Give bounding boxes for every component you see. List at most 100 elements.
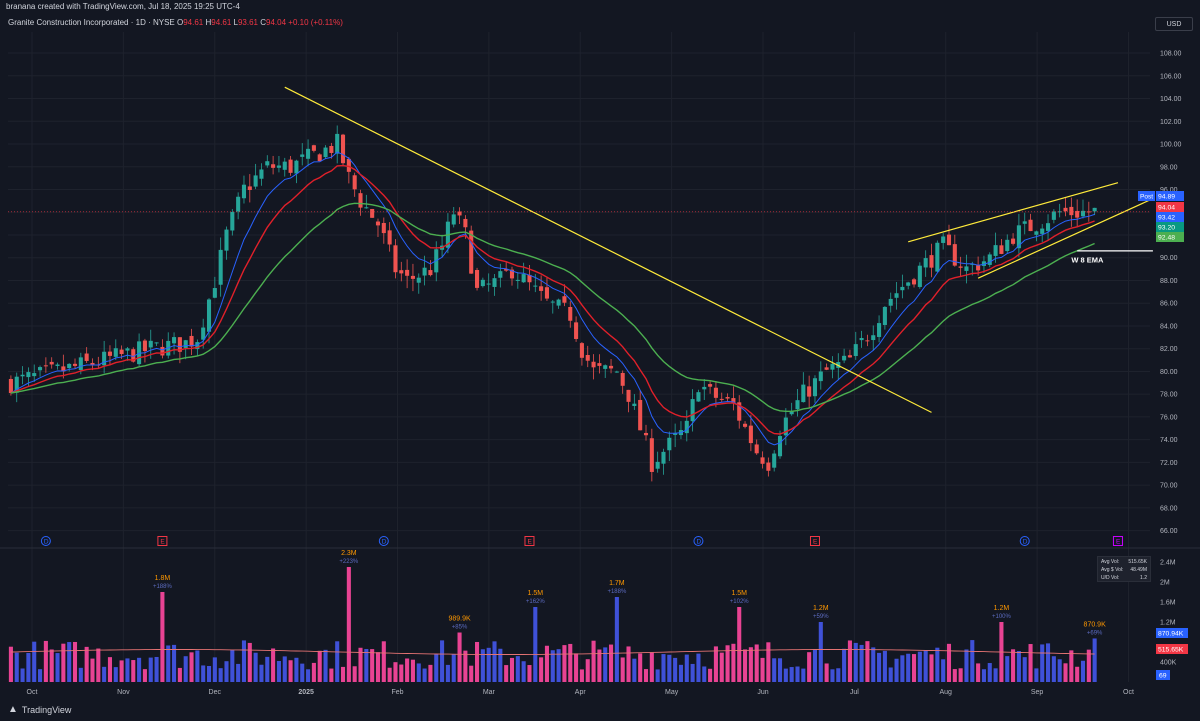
volume-bar bbox=[230, 649, 235, 682]
volume-bar bbox=[177, 667, 182, 682]
candle-body bbox=[218, 249, 223, 285]
event-marker-label: E bbox=[527, 539, 532, 546]
volume-bar bbox=[690, 663, 695, 682]
volume-bar bbox=[830, 669, 835, 682]
candle-body bbox=[154, 342, 159, 344]
volume-spike-value: 1.7M bbox=[609, 580, 625, 587]
event-marker-label: D bbox=[382, 539, 387, 546]
candle-body bbox=[987, 254, 992, 265]
candle-body bbox=[422, 267, 427, 276]
candle-body bbox=[131, 349, 136, 362]
volume-bar bbox=[486, 647, 491, 682]
candle-body bbox=[78, 357, 83, 370]
last-price-value: 93.42 bbox=[1158, 215, 1175, 222]
candle-body bbox=[113, 348, 118, 357]
last-price-tag bbox=[1156, 222, 1184, 232]
volume-bar bbox=[946, 643, 952, 682]
volume-bar bbox=[877, 652, 882, 682]
open-label: O bbox=[176, 18, 184, 27]
volume-last-value: 870.94K bbox=[1158, 631, 1184, 638]
candle-body bbox=[1016, 225, 1021, 249]
candle-body bbox=[824, 367, 829, 370]
time-tick-label: Mar bbox=[483, 689, 496, 696]
volume-bar bbox=[1011, 649, 1016, 682]
volume-bar bbox=[777, 658, 783, 682]
volume-bar bbox=[550, 650, 555, 682]
volume-bar bbox=[562, 645, 567, 682]
volume-bar bbox=[906, 653, 911, 682]
candle-body bbox=[189, 335, 194, 347]
volume-bar bbox=[533, 607, 538, 682]
dividend-icon bbox=[1019, 536, 1030, 546]
volume-bar bbox=[539, 657, 544, 682]
dividend-icon bbox=[693, 536, 704, 546]
price-tick-label: 86.00 bbox=[1160, 301, 1178, 308]
volume-bar bbox=[67, 642, 72, 682]
candle-body bbox=[1022, 221, 1027, 224]
volume-bar bbox=[457, 632, 462, 682]
volume-bar bbox=[929, 654, 934, 682]
price-chart[interactable]: W 8 EMA 108.00 106.00 104.00 102.00 100.00 98.… bbox=[0, 0, 1200, 700]
volume-bar bbox=[748, 647, 753, 682]
candle-body bbox=[288, 159, 293, 173]
candle-body bbox=[894, 293, 899, 298]
event-marker-label: D bbox=[696, 539, 701, 546]
candle-body bbox=[544, 287, 549, 299]
volume-bar bbox=[282, 656, 287, 682]
volume-bar bbox=[434, 654, 439, 682]
volume-bar bbox=[603, 647, 608, 682]
volume-bar bbox=[917, 651, 922, 682]
candle-body bbox=[1011, 238, 1016, 244]
candle-body bbox=[416, 277, 421, 283]
candle-body bbox=[463, 218, 468, 228]
candle-body bbox=[399, 270, 404, 274]
tradingview-logo[interactable]: ▲ TradingView bbox=[8, 704, 71, 715]
volume-bar bbox=[55, 653, 60, 682]
candle-body bbox=[492, 278, 497, 287]
candle-body bbox=[84, 353, 89, 361]
candle-body bbox=[253, 175, 258, 187]
candle-body bbox=[585, 355, 590, 361]
footer: ▲ TradingView bbox=[0, 700, 1200, 721]
volume-bar bbox=[96, 648, 101, 682]
price-tick-label: 76.00 bbox=[1160, 414, 1178, 421]
candle-body bbox=[946, 234, 952, 246]
event-marker-label: E bbox=[160, 539, 165, 546]
volume-bar bbox=[1016, 651, 1021, 682]
time-tick-label: Aug bbox=[940, 689, 953, 696]
candle-body bbox=[375, 221, 381, 226]
candle-body bbox=[539, 286, 544, 291]
candle-body bbox=[300, 154, 305, 157]
volume-bar bbox=[911, 654, 917, 682]
candle-body bbox=[882, 306, 887, 325]
volume-bar bbox=[160, 592, 165, 682]
volume-bar bbox=[812, 649, 818, 682]
volume-bar bbox=[1080, 660, 1086, 682]
candle-body bbox=[1063, 207, 1068, 212]
volume-bar bbox=[684, 654, 689, 682]
volume-bar bbox=[253, 652, 258, 682]
event-marker-label: D bbox=[1023, 539, 1028, 546]
volume-bar bbox=[463, 650, 468, 682]
last-price-value: 94.04 bbox=[1158, 205, 1175, 212]
candle-body bbox=[509, 269, 515, 279]
low-value: 93.61 bbox=[237, 18, 259, 27]
price-tick-label: 84.00 bbox=[1160, 323, 1178, 330]
stat-row-avg-vol: Avg Vol: 515.65K bbox=[1101, 559, 1147, 565]
volume-bar bbox=[1075, 666, 1080, 682]
tradingview-mark-icon: ▲ bbox=[8, 704, 18, 715]
volume-bar bbox=[72, 641, 78, 682]
volume-bar bbox=[410, 659, 415, 682]
candle-body bbox=[1045, 223, 1051, 231]
volume-bar bbox=[474, 641, 480, 682]
volume-tick-label: 2.4M bbox=[1160, 560, 1176, 567]
volume-bar bbox=[591, 640, 596, 682]
candle-body bbox=[900, 286, 905, 291]
candle-body bbox=[480, 279, 485, 287]
candle-body bbox=[177, 337, 182, 352]
candle-body bbox=[1005, 239, 1010, 252]
volume-bar bbox=[865, 641, 870, 682]
volume-bar bbox=[842, 648, 847, 682]
currency-button[interactable]: USD bbox=[1155, 17, 1193, 31]
close-label: C bbox=[260, 18, 267, 27]
